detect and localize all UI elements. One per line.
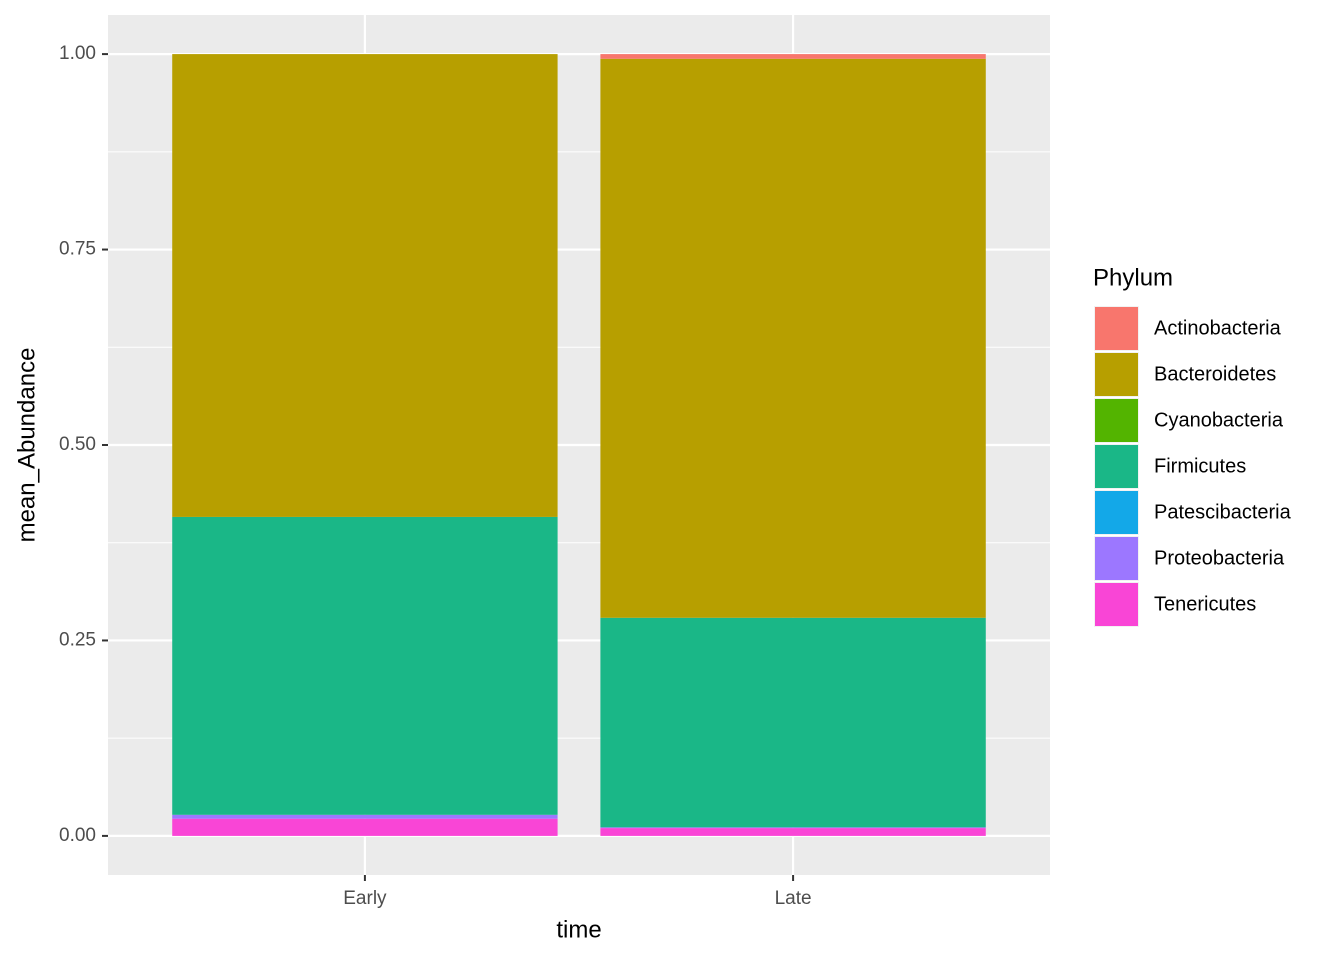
bar-segment	[600, 54, 986, 59]
bar-segment	[600, 828, 986, 836]
bar-segment	[600, 617, 986, 828]
legend-label: Patescibacteria	[1154, 501, 1292, 523]
axes: 0.00 0.25 0.50 0.75 1.00 Early Late	[59, 43, 812, 909]
legend-title: Phylum	[1093, 264, 1173, 291]
y-axis-title: mean_Abundance	[13, 348, 40, 543]
legend-swatch	[1095, 583, 1138, 626]
y-tick-label: 1.00	[59, 43, 96, 64]
y-tick-label: 0.50	[59, 434, 96, 455]
legend-swatch	[1095, 537, 1138, 580]
x-tick-label: Late	[775, 888, 812, 909]
x-tick-label: Early	[343, 888, 387, 909]
legend-swatch	[1095, 307, 1138, 350]
legend-label: Bacteroidetes	[1154, 363, 1276, 385]
legend-label: Actinobacteria	[1154, 317, 1282, 339]
legend-label: Firmicutes	[1154, 455, 1246, 477]
y-tick-label: 0.25	[59, 629, 96, 650]
bar-segment	[600, 58, 986, 618]
bar-segment	[172, 814, 558, 819]
legend-swatch	[1095, 353, 1138, 396]
legend-swatch	[1095, 399, 1138, 442]
legend-label: Proteobacteria	[1154, 547, 1285, 569]
y-tick-label: 0.00	[59, 825, 96, 846]
bar-segment	[172, 818, 558, 836]
legend-swatch	[1095, 491, 1138, 534]
x-axis-title: time	[556, 916, 601, 943]
bar-segment	[600, 827, 986, 829]
legend: Actinobacteria Bacteroidetes Cyanobacteria…	[1094, 306, 1292, 627]
legend-label: Tenericutes	[1154, 593, 1256, 615]
bar-segment	[172, 54, 558, 517]
legend-label: Cyanobacteria	[1154, 409, 1284, 431]
y-tick-label: 0.75	[59, 239, 96, 260]
bars	[172, 54, 986, 836]
legend-swatch	[1095, 445, 1138, 488]
bar-segment	[172, 516, 558, 815]
